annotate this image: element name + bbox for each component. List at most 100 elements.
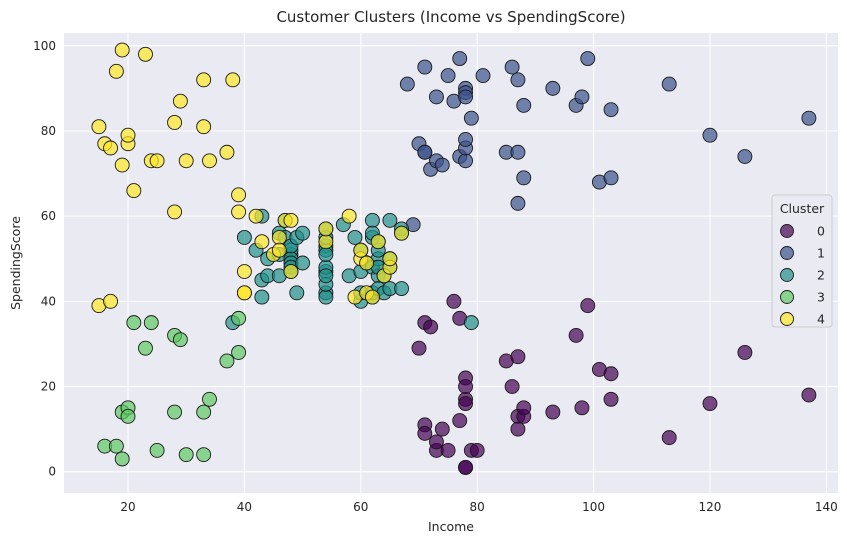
data-point-cluster-3: [114, 451, 130, 467]
data-point-cluster-4: [364, 289, 380, 305]
data-point-cluster-0: [603, 366, 619, 382]
data-point-cluster-1: [603, 102, 619, 118]
data-point-cluster-0: [446, 293, 462, 309]
y-tick-label: 0: [48, 465, 56, 479]
data-point-cluster-4: [103, 293, 119, 309]
data-point-cluster-0: [510, 421, 526, 437]
data-point-cluster-4: [138, 46, 153, 62]
data-point-cluster-4: [202, 153, 217, 169]
x-tick-label: 120: [699, 500, 722, 514]
data-point-cluster-4: [236, 264, 252, 279]
data-point-cluster-4: [353, 242, 369, 258]
data-point-cluster-3: [231, 310, 247, 326]
data-point-cluster-0: [452, 413, 468, 429]
data-point-cluster-3: [167, 404, 183, 420]
data-point-cluster-4: [341, 208, 357, 224]
data-point-cluster-0: [458, 396, 473, 412]
data-point-cluster-1: [417, 144, 433, 160]
data-point-cluster-2: [364, 212, 380, 228]
data-point-cluster-4: [318, 221, 334, 237]
data-points: [91, 42, 817, 475]
data-point-cluster-1: [603, 170, 619, 186]
data-point-cluster-1: [440, 68, 456, 84]
y-tick-label: 100: [33, 39, 56, 53]
data-point-cluster-0: [417, 425, 433, 441]
x-tick-label: 60: [353, 500, 368, 514]
data-point-cluster-3: [108, 438, 124, 454]
y-tick-label: 80: [41, 124, 56, 138]
data-point-cluster-4: [114, 157, 130, 173]
legend: Cluster 0 1 2 3 4: [771, 194, 833, 328]
data-point-cluster-1: [510, 195, 526, 211]
data-point-cluster-1: [429, 89, 444, 105]
data-point-cluster-4: [271, 229, 287, 245]
legend-marker: [780, 224, 794, 238]
data-point-cluster-1: [545, 80, 561, 96]
data-point-cluster-4: [108, 63, 124, 79]
data-point-cluster-4: [219, 144, 235, 160]
data-point-cluster-0: [702, 396, 718, 412]
data-point-cluster-1: [434, 157, 450, 173]
data-point-cluster-4: [126, 183, 142, 199]
data-point-cluster-1: [463, 110, 479, 126]
data-point-cluster-3: [196, 447, 212, 463]
data-point-cluster-0: [504, 379, 520, 394]
data-point-cluster-1: [504, 59, 520, 75]
data-point-cluster-2: [254, 289, 270, 305]
data-point-cluster-2: [394, 281, 409, 297]
data-point-cluster-1: [580, 51, 596, 67]
data-point-cluster-0: [469, 442, 485, 458]
legend-marker: [780, 268, 794, 282]
y-tick-label: 40: [41, 294, 56, 308]
legend-items: 0 1 2 3 4: [780, 224, 825, 327]
y-tick-labels: 0 20 40 60 80 100: [33, 39, 56, 479]
data-point-cluster-3: [196, 404, 212, 420]
data-point-cluster-3: [202, 391, 217, 407]
data-point-cluster-2: [463, 315, 479, 331]
data-point-cluster-1: [574, 89, 590, 105]
data-point-cluster-4: [236, 285, 252, 301]
x-tick-label: 40: [237, 500, 252, 514]
data-point-cluster-4: [178, 153, 194, 169]
data-point-cluster-4: [283, 264, 299, 279]
y-tick-label: 20: [41, 380, 56, 394]
data-point-cluster-4: [149, 153, 165, 169]
data-point-cluster-0: [580, 298, 596, 314]
chart-title: Customer Clusters (Income vs SpendingSco…: [276, 8, 625, 26]
data-point-cluster-0: [568, 327, 584, 343]
data-point-cluster-2: [318, 247, 334, 262]
data-point-cluster-4: [271, 242, 287, 258]
data-point-cluster-4: [248, 208, 264, 224]
data-point-cluster-4: [370, 234, 386, 250]
data-point-cluster-4: [196, 119, 212, 135]
data-point-cluster-3: [178, 447, 194, 463]
data-point-cluster-0: [737, 344, 753, 360]
data-point-cluster-3: [126, 315, 142, 331]
data-point-cluster-2: [295, 255, 311, 271]
data-point-cluster-4: [172, 93, 188, 109]
x-axis-label: Income: [428, 519, 474, 534]
data-point-cluster-4: [103, 140, 119, 156]
data-point-cluster-3: [143, 315, 159, 331]
data-point-cluster-3: [231, 344, 247, 360]
y-axis-label: SpendingScore: [8, 216, 23, 310]
legend-label: 4: [817, 312, 825, 327]
legend-label: 1: [817, 246, 825, 261]
data-point-cluster-4: [382, 251, 398, 267]
data-point-cluster-1: [510, 144, 526, 160]
legend-marker: [780, 290, 794, 304]
x-tick-label: 100: [582, 500, 605, 514]
data-point-cluster-0: [545, 404, 561, 420]
data-point-cluster-4: [254, 234, 270, 250]
data-point-cluster-0: [574, 400, 590, 416]
data-point-cluster-4: [231, 204, 247, 220]
data-point-cluster-0: [458, 379, 473, 394]
data-point-cluster-4: [91, 119, 107, 135]
data-point-cluster-4: [196, 72, 212, 88]
data-point-cluster-0: [510, 349, 526, 365]
data-point-cluster-0: [423, 319, 439, 335]
data-point-cluster-1: [417, 59, 433, 75]
data-point-cluster-1: [661, 76, 677, 92]
data-point-cluster-1: [510, 72, 526, 88]
